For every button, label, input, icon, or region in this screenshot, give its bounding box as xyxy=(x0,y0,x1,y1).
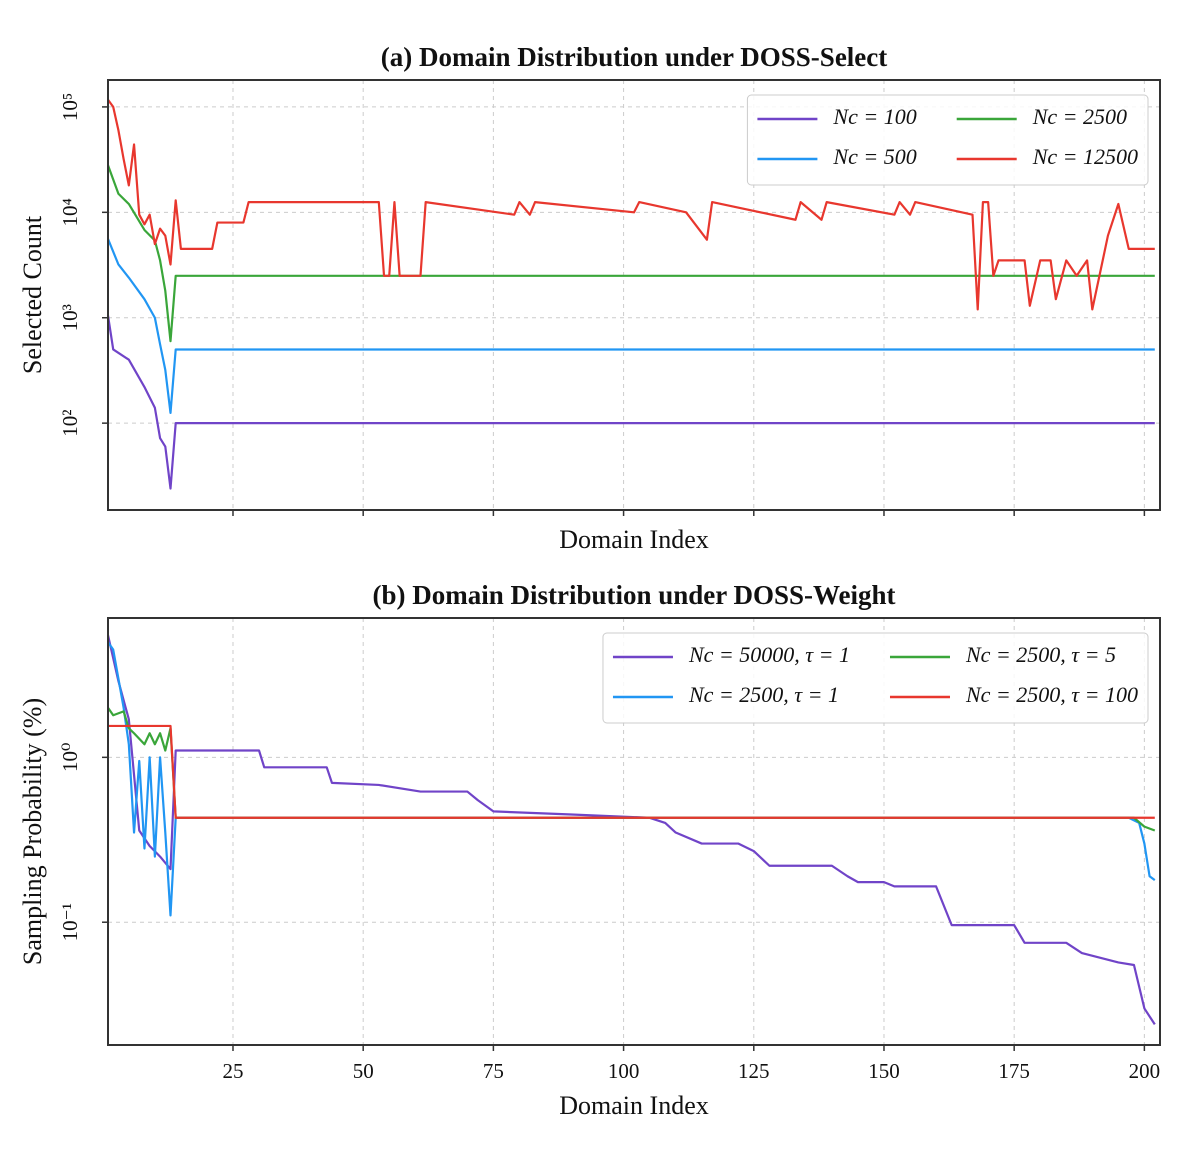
chart-title: (a) Domain Distribution under DOSS-Selec… xyxy=(381,42,888,72)
x-tick-label: 100 xyxy=(608,1059,640,1083)
chart-title: (b) Domain Distribution under DOSS-Weigh… xyxy=(372,580,895,610)
data-line xyxy=(106,164,1155,343)
legend-label: Nc = 12500 xyxy=(1032,144,1138,169)
x-tick-label: 200 xyxy=(1129,1059,1161,1083)
legend-label: Nc = 50000, τ = 1 xyxy=(688,642,850,667)
y-tick-label: 10⁻¹ xyxy=(58,903,82,941)
x-tick-label: 125 xyxy=(738,1059,770,1083)
plot-frame xyxy=(107,79,1161,511)
data-line xyxy=(106,635,1156,1026)
y-axis-label: Sampling Probability (%) xyxy=(18,698,47,965)
plot-frame xyxy=(107,617,1161,1046)
x-tick-label: 150 xyxy=(868,1059,900,1083)
x-tick-label: 25 xyxy=(222,1059,243,1083)
data-line xyxy=(107,99,1155,311)
x-tick-label: 75 xyxy=(483,1059,504,1083)
legend-box xyxy=(602,632,1149,724)
x-axis-label: Domain Index xyxy=(559,1091,708,1120)
legend-box xyxy=(746,94,1149,186)
x-tick-label: 175 xyxy=(998,1059,1030,1083)
y-tick-label: 10⁵ xyxy=(58,93,82,121)
legend-label: Nc = 2500 xyxy=(1032,104,1127,129)
legend-label: Nc = 2500, τ = 1 xyxy=(688,682,839,707)
legend-label: Nc = 2500, τ = 5 xyxy=(965,642,1116,667)
x-axis-label: Domain Index xyxy=(559,525,708,554)
legend: Nc = 100 Nc = 500 Nc = 2500 Nc = 12500 xyxy=(746,94,1149,186)
data-line xyxy=(106,315,1155,490)
y-tick-label: 10⁰ xyxy=(58,743,82,772)
legend-label: Nc = 2500, τ = 100 xyxy=(965,682,1138,707)
data-line xyxy=(106,238,1155,415)
y-axis-label: Selected Count xyxy=(18,215,47,374)
legend-label: Nc = 500 xyxy=(832,144,916,169)
data-line xyxy=(108,724,1155,819)
y-tick-label: 10³ xyxy=(58,304,82,331)
legend: Nc = 50000, τ = 1 Nc = 2500, τ = 1 Nc = 25… xyxy=(602,632,1149,724)
legend-label: Nc = 100 xyxy=(832,104,916,129)
y-tick-label: 10² xyxy=(58,410,82,437)
x-tick-label: 50 xyxy=(353,1059,374,1083)
y-tick-label: 10⁴ xyxy=(58,198,82,226)
